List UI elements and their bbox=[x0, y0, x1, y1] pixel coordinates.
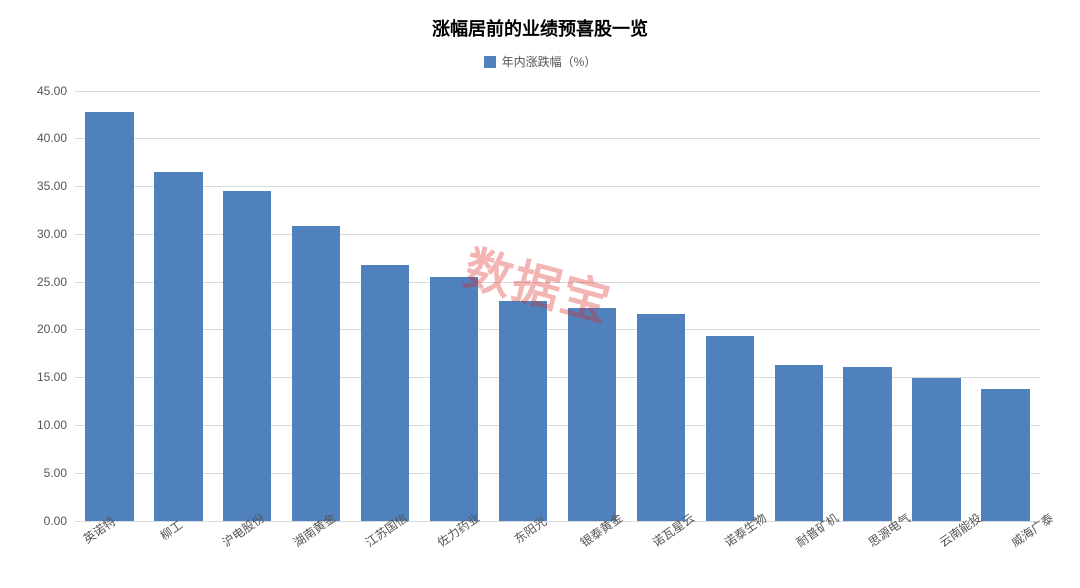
bar bbox=[912, 378, 960, 520]
bar-slot bbox=[557, 91, 626, 521]
bar bbox=[706, 336, 754, 520]
bar-slot bbox=[971, 91, 1040, 521]
bar bbox=[981, 389, 1029, 521]
legend-item: 年内涨跌幅（%） bbox=[484, 53, 597, 70]
x-axis-labels: 英诺特柳工沪电股份湖南黄金江苏国信佐力药业东阳光银泰黄金诺瓦星云诺泰生物耐普矿机… bbox=[55, 518, 1060, 541]
y-tick-label: 40.00 bbox=[37, 131, 67, 145]
bar bbox=[637, 314, 685, 520]
y-axis: 0.005.0010.0015.0020.0025.0030.0035.0040… bbox=[20, 91, 75, 521]
y-tick-label: 35.00 bbox=[37, 179, 67, 193]
plot-area: 0.005.0010.0015.0020.0025.0030.0035.0040… bbox=[75, 91, 1040, 521]
bar-slot bbox=[489, 91, 558, 521]
bar-slot bbox=[75, 91, 144, 521]
legend-label: 年内涨跌幅（%） bbox=[502, 53, 597, 70]
bar-slot bbox=[420, 91, 489, 521]
legend: 年内涨跌幅（%） bbox=[20, 53, 1060, 73]
y-tick-label: 10.00 bbox=[37, 418, 67, 432]
bar-slot bbox=[282, 91, 351, 521]
y-tick-label: 25.00 bbox=[37, 275, 67, 289]
bar bbox=[85, 112, 133, 521]
bar-slot bbox=[213, 91, 282, 521]
y-tick-label: 20.00 bbox=[37, 322, 67, 336]
bar-slot bbox=[902, 91, 971, 521]
y-tick-label: 45.00 bbox=[37, 84, 67, 98]
bar-slot bbox=[626, 91, 695, 521]
bar bbox=[361, 265, 409, 520]
bar bbox=[775, 365, 823, 521]
bar bbox=[223, 191, 271, 521]
y-tick-label: 5.00 bbox=[44, 466, 67, 480]
bar bbox=[292, 226, 340, 520]
bar bbox=[430, 277, 478, 521]
bar bbox=[499, 301, 547, 521]
chart-title: 涨幅居前的业绩预喜股一览 bbox=[20, 15, 1060, 41]
bar bbox=[154, 172, 202, 521]
bar bbox=[568, 308, 616, 520]
bar-slot bbox=[764, 91, 833, 521]
bar-slot bbox=[144, 91, 213, 521]
bar bbox=[843, 367, 891, 521]
bar-slot bbox=[351, 91, 420, 521]
bar-slot bbox=[695, 91, 764, 521]
chart-container: 涨幅居前的业绩预喜股一览 年内涨跌幅（%） 0.005.0010.0015.00… bbox=[0, 0, 1080, 588]
bar-slot bbox=[833, 91, 902, 521]
legend-swatch bbox=[484, 56, 496, 68]
bars-group bbox=[75, 91, 1040, 521]
y-tick-label: 30.00 bbox=[37, 227, 67, 241]
y-tick-label: 15.00 bbox=[37, 370, 67, 384]
